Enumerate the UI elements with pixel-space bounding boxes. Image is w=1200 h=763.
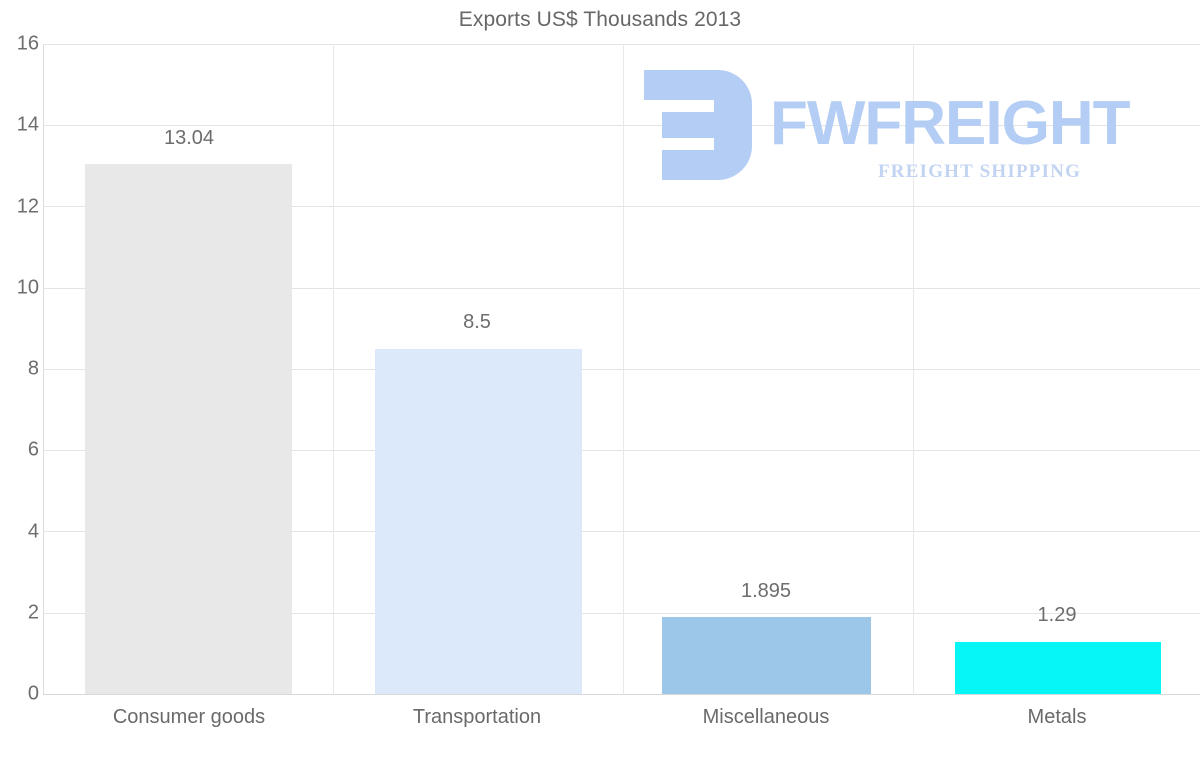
bar-value-label-transportation: 8.5 bbox=[463, 311, 491, 333]
gridline-horizontal bbox=[43, 125, 1200, 126]
bar-metals[interactable] bbox=[955, 641, 1161, 694]
bar-value-label-metals: 1.29 bbox=[1037, 604, 1077, 626]
gridline-horizontal bbox=[43, 531, 1200, 532]
x-axis-line bbox=[43, 694, 1200, 695]
y-tick-label: 0 bbox=[27, 682, 39, 705]
chart-title: Exports US$ Thousands 2013 bbox=[458, 8, 742, 31]
gridline-vertical bbox=[623, 44, 624, 694]
x-tick-label-metals: Metals bbox=[1027, 706, 1087, 728]
gridline-horizontal bbox=[43, 613, 1200, 614]
plot-area bbox=[43, 44, 1200, 694]
bar-value-label-consumer-goods: 13.04 bbox=[163, 127, 215, 149]
y-tick-label: 8 bbox=[27, 357, 39, 380]
gridline-horizontal bbox=[43, 44, 1200, 45]
gridline-horizontal bbox=[43, 369, 1200, 370]
bar-consumer-goods[interactable] bbox=[85, 164, 292, 694]
x-tick-label-miscellaneous: Miscellaneous bbox=[702, 706, 830, 728]
gridline-vertical bbox=[913, 44, 914, 694]
x-tick-label-consumer-goods: Consumer goods bbox=[112, 706, 266, 728]
y-tick-label: 4 bbox=[27, 520, 39, 542]
x-tick-label-transportation: Transportation bbox=[412, 706, 542, 728]
y-tick-label: 6 bbox=[27, 438, 39, 461]
gridline-horizontal bbox=[43, 288, 1200, 289]
y-tick-label: 10 bbox=[16, 276, 39, 299]
bar-transportation[interactable] bbox=[375, 348, 582, 694]
gridline-horizontal bbox=[43, 206, 1200, 207]
y-tick-label: 2 bbox=[27, 601, 39, 624]
y-tick-label: 16 bbox=[16, 32, 39, 55]
y-tick-label: 14 bbox=[16, 113, 39, 136]
bar-value-label-miscellaneous: 1.895 bbox=[740, 580, 792, 602]
y-tick-label: 12 bbox=[16, 195, 39, 217]
gridline-horizontal bbox=[43, 450, 1200, 451]
gridline-vertical bbox=[333, 44, 334, 694]
y-axis-tick-labels: 16 14 12 10 8 6 4 2 0 bbox=[0, 33, 39, 705]
bar-miscellaneous[interactable] bbox=[662, 617, 871, 694]
